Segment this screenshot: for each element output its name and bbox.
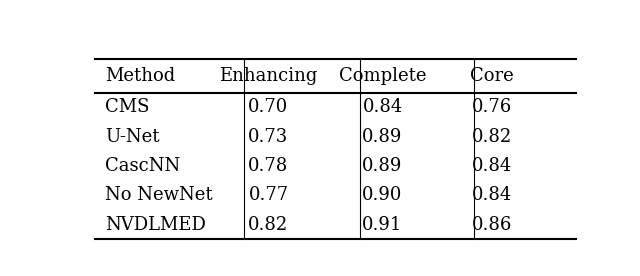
Text: Method: Method [105, 67, 175, 85]
Text: Complete: Complete [339, 67, 426, 85]
Text: 0.73: 0.73 [248, 128, 289, 146]
Text: CascNN: CascNN [105, 157, 180, 175]
Text: 0.91: 0.91 [362, 216, 403, 233]
Text: CMS: CMS [105, 98, 149, 116]
Text: Core: Core [470, 67, 513, 85]
Text: NVDLMED: NVDLMED [105, 216, 205, 233]
Text: No NewNet: No NewNet [105, 186, 212, 204]
Text: 0.84: 0.84 [472, 186, 512, 204]
Text: 0.82: 0.82 [472, 128, 512, 146]
Text: 0.84: 0.84 [472, 157, 512, 175]
Text: 0.84: 0.84 [362, 98, 403, 116]
Text: 0.70: 0.70 [248, 98, 289, 116]
Text: 0.78: 0.78 [248, 157, 289, 175]
Text: 0.82: 0.82 [248, 216, 289, 233]
Text: 0.77: 0.77 [248, 186, 289, 204]
Text: 0.90: 0.90 [362, 186, 403, 204]
Text: U-Net: U-Net [105, 128, 159, 146]
Text: Enhancing: Enhancing [220, 67, 317, 85]
Text: 0.89: 0.89 [362, 157, 403, 175]
Text: 0.86: 0.86 [472, 216, 512, 233]
Text: 0.89: 0.89 [362, 128, 403, 146]
Text: 0.76: 0.76 [472, 98, 512, 116]
